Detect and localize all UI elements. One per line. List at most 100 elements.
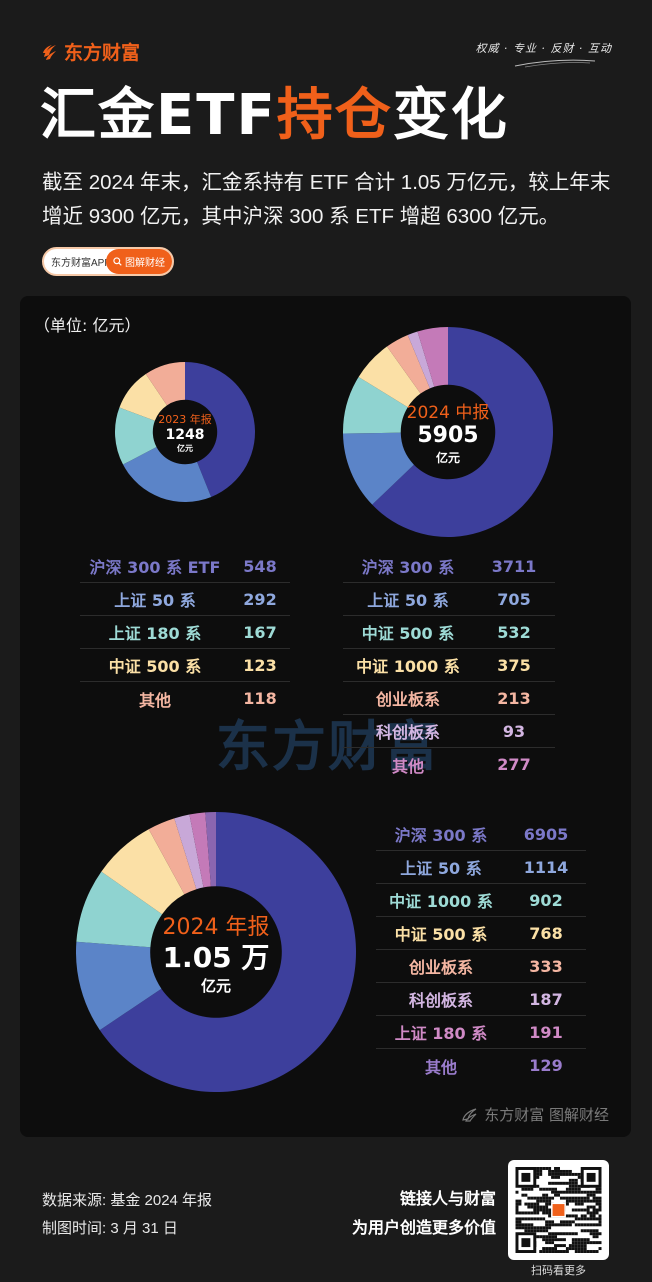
search-button-label: 图解财经 [125,258,165,269]
row-value: 3711 [491,556,537,576]
table-row: 其他 277 [343,748,555,781]
row-category: 其他 [391,756,424,776]
unit-label: （单位: 亿元） [34,316,141,335]
table-row: 科创板系 187 [376,983,586,1016]
row-value: 532 [497,622,531,642]
row-category: 上证 180 系 [394,1024,488,1043]
row-category: 中证 500 系 [361,624,455,643]
donut-chart-2023: 2023 年报 1248 亿元 [115,362,255,502]
row-value: 191 [529,1022,563,1042]
donut-unit: 亿元 [435,451,460,465]
row-category: 沪深 300 系 ETF [89,558,221,577]
table-2024-annual: 沪深 300 系 6905 上证 50 系 1114 中证 1000 系 902 中证 50… [376,818,586,1082]
row-category: 上证 50 系 [114,591,196,610]
table-row: 中证 1000 系 902 [376,884,586,917]
donut-segment [386,335,430,394]
table-2023: 沪深 300 系 ETF 548 上证 50 系 292 上证 180 系 167 中证 5… [80,550,290,715]
donut-segment [115,407,157,465]
row-category: 中证 1000 系 [389,892,493,911]
donut-segment [145,362,185,406]
donut-segment [119,373,167,421]
donut-segment [99,812,356,1092]
donut-segment [101,829,185,915]
row-category: 其他 [424,1057,457,1077]
donut-chart-2024-annual: 2024 年报 1.05 万 亿元 [76,812,356,1092]
table-row: 沪深 300 系 6905 [376,818,586,851]
brand-logo: 东方财富 [42,38,140,65]
table-row: 其他 118 [80,682,290,715]
row-category: 科创板系 [375,723,440,742]
search-icon [113,257,122,266]
qr-caption: 扫码看更多 [531,1264,586,1277]
row-category: 沪深 300 系 [361,558,455,577]
row-value: 375 [497,655,531,675]
donut-period: 2024 中报 [406,403,490,423]
table-row: 创业板系 333 [376,950,586,983]
table-row: 沪深 300 系 3711 [343,550,555,583]
row-category: 中证 500 系 [108,657,202,676]
row-value: 129 [529,1056,563,1075]
panel-credit: 东方财富 图解财经 [461,1104,609,1125]
row-value: 123 [243,655,277,675]
table-row: 上证 180 系 191 [376,1016,586,1049]
row-category: 上证 180 系 [108,624,202,643]
table-row: 上证 50 系 705 [343,583,555,616]
brand-name: 东方财富 [64,42,141,64]
footer-slogan: 链接人与财富 为用户创造更多价值 [352,1184,496,1242]
title-part1: 汇金ETF [40,83,277,148]
footer-source: 数据来源: 基金 2024 年报 制图时间: 3 月 31 日 [42,1187,212,1243]
donut-segment [123,446,212,502]
title-part2: 变化 [392,83,509,148]
row-value: 768 [529,923,563,943]
row-category: 中证 500 系 [394,925,488,944]
row-category: 创业板系 [408,958,473,977]
donut-svg [343,327,553,537]
row-value: 187 [529,989,563,1009]
row-value: 6905 [523,824,569,844]
donut-segment [76,941,162,1031]
title-highlight: 持仓 [276,83,393,148]
row-value: 902 [529,890,563,910]
donut-total: 1248 [165,426,205,443]
row-value: 277 [497,755,531,774]
qr-code[interactable] [508,1160,609,1260]
donut-total: 1.05 万 [162,940,270,974]
table-row: 上证 50 系 292 [80,583,290,616]
chart-date: 制图时间: 3 月 31 日 [42,1220,178,1237]
donut-segment [174,814,204,890]
table-row: 其他 129 [376,1049,586,1082]
header-slogan: 权威 · 专业 · 反财 · 互动 [475,42,612,55]
donut-unit: 亿元 [177,443,193,453]
row-value: 93 [502,721,526,741]
row-category: 中证 1000 系 [356,657,460,676]
donut-segment [358,346,421,408]
search-button[interactable]: 图解财经 [106,249,172,274]
table-row: 中证 500 系 123 [80,649,290,682]
row-value: 292 [243,589,277,609]
donut-chart-2024-interim: 2024 中报 5905 亿元 [343,327,553,537]
row-value: 1114 [523,857,569,877]
donut-period: 2024 年报 [162,914,270,940]
donut-segment [372,327,553,537]
page-title: 汇金ETF持仓变化 [40,80,509,152]
brand-flame-icon [462,1107,477,1122]
table-row: 创业板系 213 [343,682,555,715]
intro-text: 截至 2024 年末，汇金系持有 ETF 合计 1.05 万亿元，较上年末增近 … [42,171,611,228]
donut-segment [148,818,197,895]
data-source: 数据来源: 基金 2024 年报 [42,1192,213,1209]
slogan-line2: 为用户创造更多价值 [351,1218,496,1237]
donut-segment [343,432,414,505]
row-category: 创业板系 [375,690,440,709]
donut-unit: 亿元 [200,976,231,995]
donut-svg [115,362,255,502]
row-category: 上证 50 系 [367,591,449,610]
donut-segment [185,362,255,497]
table-row: 上证 50 系 1114 [376,851,586,884]
row-category: 上证 50 系 [400,859,482,878]
donut-segment [343,376,408,434]
credit-text: 东方财富 图解财经 [484,1106,609,1124]
table-2024-interim: 沪深 300 系 3711 上证 50 系 705 中证 500 系 532 中证 1000… [343,550,555,781]
row-value: 705 [497,589,531,609]
app-search-pill[interactable]: 东方财富APP 图解财经 [42,247,174,276]
donut-period: 2023 年报 [158,412,212,426]
